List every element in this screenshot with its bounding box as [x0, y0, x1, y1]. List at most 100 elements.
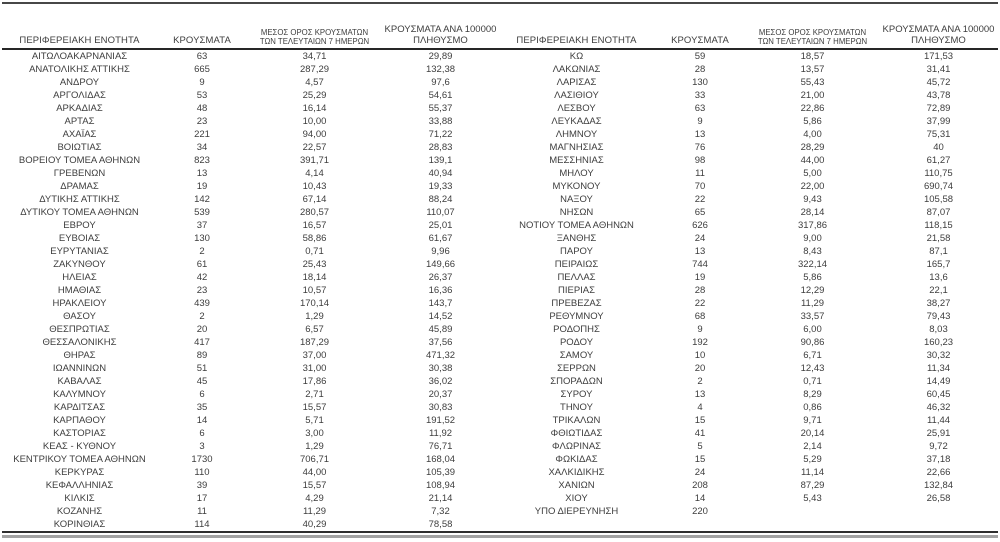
bottom-rule-gray	[2, 535, 998, 538]
table-row: ΚΙΛΚΙΣ 17 4,29 21,14 ΧΙΟΥ 14 5,43 26,58	[2, 492, 998, 505]
per100k-cell: 29,89	[428, 51, 453, 62]
cases-cell: 2	[199, 246, 205, 257]
cases-cell: 20	[694, 363, 706, 374]
avg7-cell: 6,57	[305, 324, 324, 335]
table-row: ΗΛΕΙΑΣ 42 18,14 26,37 ΠΕΛΛΑΣ 19 5,86 13,6	[2, 271, 998, 284]
cases-cell: 13	[694, 389, 706, 400]
avg7-cell: 22,57	[302, 142, 327, 153]
per100k-cell: 690,74	[923, 181, 954, 192]
per100k-cell: 33,88	[428, 116, 453, 127]
region-cell: ΑΡΤΑΣ	[64, 116, 95, 127]
per100k-cell: 43,78	[926, 90, 951, 101]
table-row: ΑΝΑΤΟΛΙΚΗΣ ΑΤΤΙΚΗΣ 665 287,29 132,38 ΛΑΚΩΝΙΑ…	[2, 63, 998, 76]
header-per100k-line2: ΠΛΗΘΥΣΜΟ	[911, 35, 966, 46]
region-cell: ΑΡΓΟΛΙΔΑΣ	[53, 90, 106, 101]
per100k-cell: 40	[933, 142, 944, 153]
avg7-cell: 28,14	[800, 207, 825, 218]
cases-cell: 59	[694, 51, 706, 62]
region-cell: ΘΕΣΠΡΩΤΙΑΣ	[49, 324, 110, 335]
region-cell: ΦΩΚΙΔΑΣ	[555, 454, 598, 465]
avg7-cell: 170,14	[299, 298, 330, 309]
per100k-cell: 54,61	[428, 90, 453, 101]
avg7-cell: 0,71	[305, 246, 324, 257]
region-cell: ΠΡΕΒΕΖΑΣ	[551, 298, 602, 309]
avg7-cell: 706,71	[299, 454, 330, 465]
avg7-cell: 391,71	[299, 155, 330, 166]
per100k-cell: 110,07	[426, 207, 455, 218]
cases-cell: 41	[694, 428, 706, 439]
per100k-cell: 37,99	[926, 116, 951, 127]
region-cell: ΚΟΖΑΝΗΣ	[56, 506, 103, 517]
avg7-cell: 4,29	[305, 493, 324, 504]
region-cell: ΛΑΣΙΘΙΟΥ	[554, 90, 599, 101]
region-cell: ΚΟΡΙΝΘΙΑΣ	[53, 519, 106, 530]
cases-cell: 665	[194, 64, 210, 75]
region-cell: ΚΕΝΤΡΙΚΟΥ ΤΟΜΕΑ ΑΘΗΝΩΝ	[13, 454, 146, 465]
avg7-cell: 22,86	[800, 103, 825, 114]
avg7-cell: 317,86	[797, 220, 828, 231]
cases-cell: 539	[194, 207, 210, 218]
per100k-cell: 45,89	[428, 324, 453, 335]
per100k-cell: 61,27	[926, 155, 951, 166]
region-cell: ΠΑΡΟΥ	[560, 246, 593, 257]
header-per100k-line1: ΚΡΟΥΣΜΑΤΑ ΑΝΑ 100000	[384, 24, 497, 35]
avg7-cell: 287,29	[299, 64, 330, 75]
header-cases-label: ΚΡΟΥΣΜΑΤΑ	[671, 35, 729, 46]
cases-cell: 2	[697, 376, 703, 387]
cases-cell: 34	[196, 142, 208, 153]
per100k-cell: 165,7	[926, 259, 951, 270]
table-row: ΔΥΤΙΚΟΥ ΤΟΜΕΑ ΑΘΗΝΩΝ 539 280,57 110,07 ΝΗΣΩΝ…	[2, 206, 998, 219]
avg7-cell: 2,14	[803, 441, 822, 452]
header-region-right: ΠΕΡΙΦΕΡΕΙΑΚΗ ΕΝΟΤΗΤΑ	[499, 4, 654, 50]
cases-cell: 39	[196, 480, 208, 491]
avg7-cell: 18,14	[302, 272, 327, 283]
avg7-cell: 40,29	[302, 519, 327, 530]
cases-cell: 51	[196, 363, 208, 374]
avg7-cell: 5,00	[803, 168, 822, 179]
per100k-cell: 60,45	[926, 389, 951, 400]
region-cell: ΛΗΜΝΟΥ	[555, 129, 598, 140]
header-avg7-line2: ΤΩΝ ΤΕΛΕΥΤΑΙΩΝ 7 ΗΜΕΡΩΝ	[757, 37, 868, 46]
table-row: ΑΧΑΪΑΣ 221 94,00 71,22 ΛΗΜΝΟΥ 13 4,00 75,31	[2, 128, 998, 141]
table-body: ΑΙΤΩΛΟΑΚΑΡΝΑΝΙΑΣ 63 34,71 29,89 ΚΩ 59 18,57 171…	[2, 49, 998, 531]
region-cell: ΝΟΤΙΟΥ ΤΟΜΕΑ ΑΘΗΝΩΝ	[519, 220, 634, 231]
avg7-cell: 9,00	[803, 233, 822, 244]
per100k-cell: 105,58	[923, 194, 954, 205]
header-per100k-left: ΚΡΟΥΣΜΑΤΑ ΑΝΑ 100000 ΠΛΗΘΥΣΜΟ	[382, 4, 499, 50]
table-row: ΔΥΤΙΚΗΣ ΑΤΤΙΚΗΣ 142 67,14 88,24 ΝΑΞΟΥ 22 9,43 1…	[2, 193, 998, 206]
region-cell: ΑΙΤΩΛΟΑΚΑΡΝΑΝΙΑΣ	[31, 51, 128, 62]
header-avg7-right: ΜΕΣΟΣ ΟΡΟΣ ΚΡΟΥΣΜΑΤΩΝ ΤΩΝ ΤΕΛΕΥΤΑΙΩΝ 7 Η…	[746, 4, 879, 50]
cases-cell: 14	[694, 493, 706, 504]
cases-cell: 24	[694, 233, 706, 244]
region-cell: ΥΠΟ ΔΙΕΡΕΥΝΗΣΗ	[534, 506, 619, 517]
cases-cell: 110	[194, 467, 210, 478]
cases-cell: 13	[694, 246, 706, 257]
avg7-cell: 15,57	[302, 402, 327, 413]
region-cell: ΦΛΩΡΙΝΑΣ	[551, 441, 602, 452]
avg7-cell: 187,29	[299, 337, 330, 348]
avg7-cell: 58,86	[302, 233, 327, 244]
header-region-label: ΠΕΡΙΦΕΡΕΙΑΚΗ ΕΝΟΤΗΤΑ	[516, 35, 637, 46]
per100k-cell: 160,23	[923, 337, 954, 348]
avg7-cell: 4,14	[305, 168, 324, 179]
region-cell: ΠΕΛΛΑΣ	[557, 272, 596, 283]
table-row: ΕΒΡΟΥ 37 16,57 25,01 ΝΟΤΙΟΥ ΤΟΜΕΑ ΑΘΗΝΩΝ 626 3…	[2, 219, 998, 232]
avg7-cell: 13,57	[800, 64, 825, 75]
table-row: ΚΑΡΔΙΤΣΑΣ 35 15,57 30,83 ΤΗΝΟΥ 4 0,86 46,32	[2, 401, 998, 414]
per100k-cell: 110,75	[924, 168, 953, 179]
avg7-cell: 4,57	[305, 77, 324, 88]
avg7-cell: 28,29	[800, 142, 825, 153]
per100k-cell: 36,02	[428, 376, 453, 387]
region-cell: ΘΕΣΣΑΛΟΝΙΚΗΣ	[42, 337, 117, 348]
avg7-cell: 0,71	[803, 376, 822, 387]
region-cell: ΠΙΕΡΙΑΣ	[557, 285, 596, 296]
region-cell: ΡΟΔΟΥ	[559, 337, 594, 348]
table-row: ΒΟΡΕΙΟΥ ΤΟΜΕΑ ΑΘΗΝΩΝ 823 391,71 139,1 ΜΕΣΣΗΝ…	[2, 154, 998, 167]
avg7-cell: 44,00	[800, 155, 825, 166]
region-cell: ΓΡΕΒΕΝΩΝ	[53, 168, 106, 179]
per100k-cell: 108,94	[425, 480, 456, 491]
region-cell: ΛΕΣΒΟΥ	[557, 103, 596, 114]
avg7-cell: 322,14	[797, 259, 828, 270]
region-cell: ΚΕΦΑΛΛΗΝΙΑΣ	[45, 480, 114, 491]
per100k-cell: 471,32	[425, 350, 456, 361]
